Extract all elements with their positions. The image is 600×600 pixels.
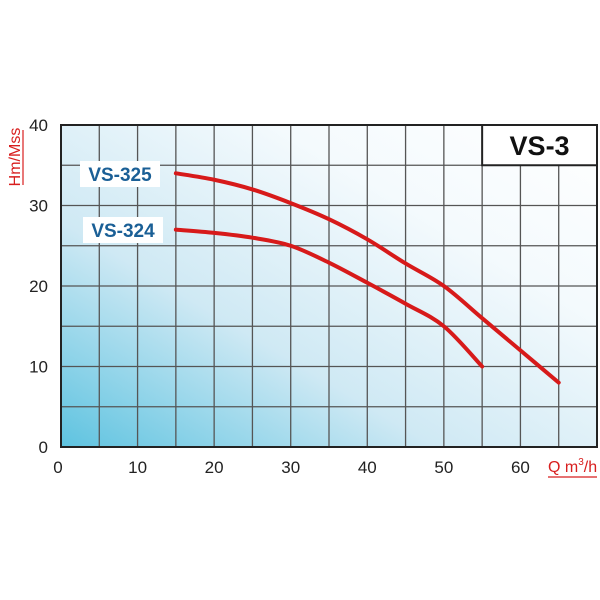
y-axis-label: Hm/Mss xyxy=(7,128,24,187)
curve-vs-324 xyxy=(173,227,485,369)
x-axis-label: Q m3/h xyxy=(548,457,597,478)
series-label-background xyxy=(80,161,160,187)
x-tick-label: 60 xyxy=(511,458,530,477)
title-box: VS-3 xyxy=(481,124,598,167)
x-axis-ticks: 0 10 20 30 40 50 60 xyxy=(53,458,530,477)
x-tick-label: 30 xyxy=(281,458,300,477)
curves xyxy=(173,171,561,385)
y-tick-label: 20 xyxy=(29,277,48,296)
x-tick-label: 0 xyxy=(53,458,62,477)
y-axis-title: Hm/Mss xyxy=(7,128,24,187)
plot-frame xyxy=(60,124,598,448)
x-tick-label: 50 xyxy=(434,458,453,477)
y-tick-label: 0 xyxy=(39,438,48,457)
y-tick-label: 30 xyxy=(29,197,48,216)
x-tick-label: 10 xyxy=(128,458,147,477)
curve-vs-325 xyxy=(173,171,561,385)
series-label-background xyxy=(83,217,163,243)
series-label-vs-324: VS-324 xyxy=(91,221,155,242)
y-tick-label: 40 xyxy=(29,116,48,135)
x-tick-label: 40 xyxy=(358,458,377,477)
y-tick-label: 10 xyxy=(29,358,48,377)
series-label-vs-325: VS-325 xyxy=(88,165,152,186)
x-axis-title: Q m3/h xyxy=(548,457,597,476)
y-axis-ticks: 0 10 20 30 40 xyxy=(29,116,48,457)
series-labels: VS-325 VS-324 xyxy=(80,161,163,243)
chart-title: VS-3 xyxy=(510,131,570,161)
x-tick-label: 20 xyxy=(205,458,224,477)
